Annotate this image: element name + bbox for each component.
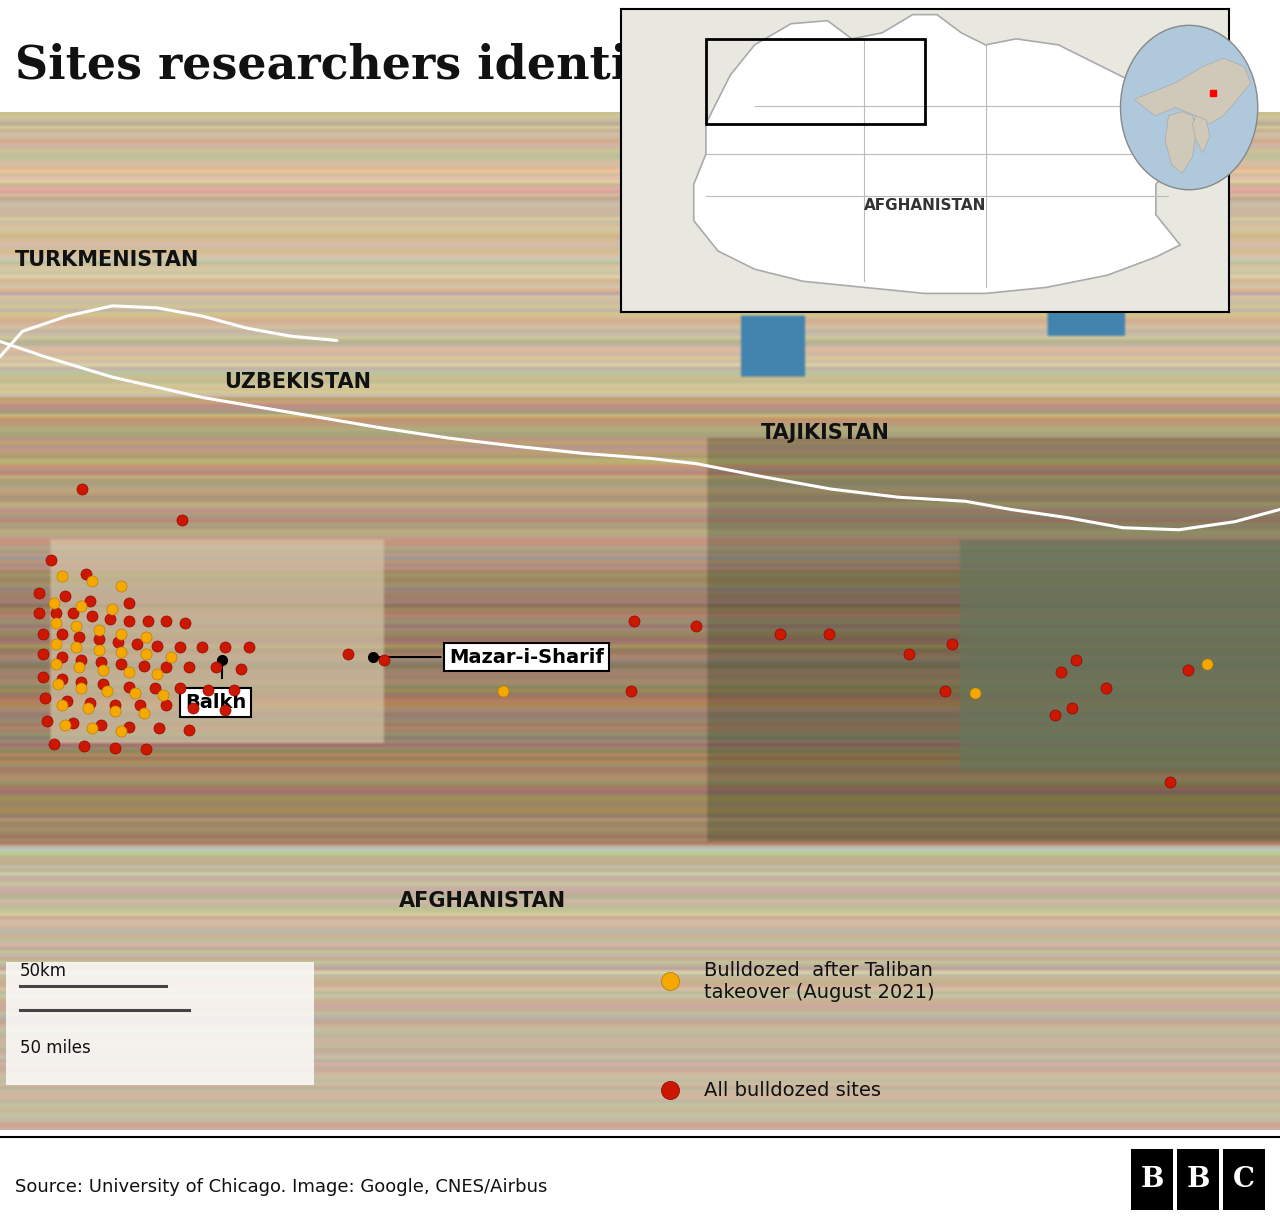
Text: Source: University of Chicago. Image: Google, CNES/Airbus: Source: University of Chicago. Image: Go…	[15, 1178, 548, 1196]
Text: All bulldozed sites: All bulldozed sites	[704, 1080, 881, 1100]
Text: AFGHANISTAN: AFGHANISTAN	[399, 891, 566, 912]
Text: B: B	[1140, 1166, 1164, 1193]
Text: AFGHANISTAN: AFGHANISTAN	[864, 198, 986, 213]
Polygon shape	[1134, 59, 1251, 123]
Circle shape	[1120, 26, 1258, 189]
Bar	[707, 39, 924, 123]
Text: 50km: 50km	[20, 962, 68, 980]
Text: TAJIKISTAN: TAJIKISTAN	[760, 423, 890, 444]
Text: Sites researchers identified as bulldozed: Sites researchers identified as bulldoze…	[15, 43, 1066, 88]
Text: Mazar-i-Sharif: Mazar-i-Sharif	[375, 648, 604, 666]
Text: 50 miles: 50 miles	[20, 1039, 91, 1057]
Bar	[1222, 1149, 1266, 1210]
Text: C: C	[1233, 1166, 1256, 1193]
Text: Bulldozed  after Taliban
takeover (August 2021): Bulldozed after Taliban takeover (August…	[704, 960, 934, 1002]
Text: B: B	[1187, 1166, 1210, 1193]
Bar	[1130, 1149, 1174, 1210]
Text: UZBEKISTAN: UZBEKISTAN	[224, 373, 371, 392]
Polygon shape	[1193, 116, 1210, 153]
Text: Balkh: Balkh	[184, 693, 246, 711]
Text: TURKMENISTAN: TURKMENISTAN	[14, 251, 198, 270]
Polygon shape	[694, 15, 1180, 293]
Polygon shape	[1165, 111, 1196, 174]
Bar	[5, 963, 315, 1085]
Bar	[1176, 1149, 1220, 1210]
